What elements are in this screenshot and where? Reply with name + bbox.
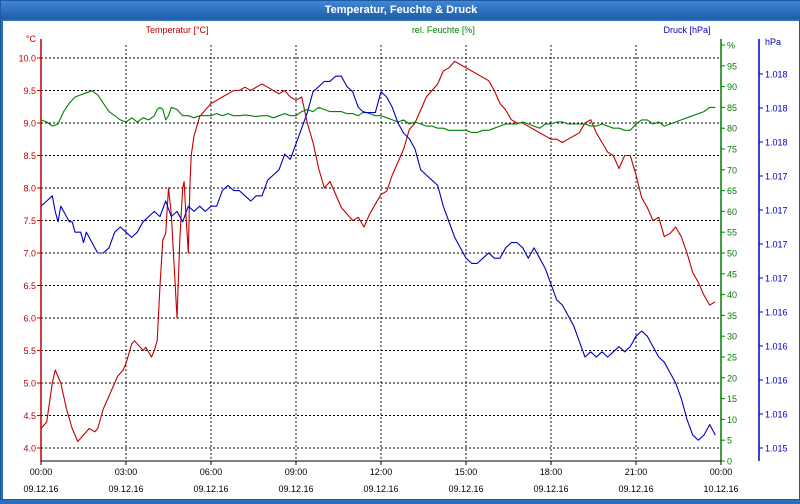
chart-area: 4.0 4.5 5.0 5.5 6.0 6.5 7.0 7.5 8.0 8.5 9.0 9.5 10.0…	[3, 21, 799, 499]
temperature-tick-label: 9.0	[23, 119, 36, 129]
humidity-tick-label: 90	[727, 82, 737, 92]
humidity-tick-label: 75	[727, 145, 737, 155]
temperature-unit-label: °C	[26, 34, 37, 44]
x-tick-time-label: 06:00	[200, 467, 223, 477]
x-tick-time-label: 00:00	[710, 467, 733, 477]
temperature-tick-label: 10.0	[18, 54, 36, 64]
temperature-tick-label: 4.5	[23, 411, 36, 421]
x-tick-date-label: 09.12.16	[278, 484, 313, 494]
temperature-tick-label: 6.5	[23, 281, 36, 291]
pressure-tick-label: 1.016	[765, 376, 788, 386]
temperature-tick-label: 8.0	[23, 184, 36, 194]
humidity-series-line	[40, 90, 716, 133]
temperature-tick-label: 5.5	[23, 346, 36, 356]
humidity-tick-label: 40	[727, 290, 737, 300]
x-tick-date-label: 10.12.16	[703, 484, 738, 494]
pressure-tick-label: 1.015	[765, 444, 788, 454]
temperature-tick-label: 5.0	[23, 379, 36, 389]
x-tick-date-label: 09.12.16	[618, 484, 653, 494]
chart-svg: 4.0 4.5 5.0 5.5 6.0 6.5 7.0 7.5 8.0 8.5 9.0 9.5 10.0…	[18, 25, 788, 494]
humidity-tick-label: 35	[727, 311, 737, 321]
humidity-tick-label: 55	[727, 228, 737, 238]
x-tick-time-label: 18:00	[540, 467, 563, 477]
x-tick-time-label: 03:00	[115, 467, 138, 477]
temperature-tick-label: 9.5	[23, 86, 36, 96]
temperature-series-label: Temperatur [°C]	[145, 25, 208, 35]
temperature-tick-label: 7.0	[23, 249, 36, 259]
temperature-tick-label: 8.5	[23, 151, 36, 161]
pressure-tick-label: 1.018	[765, 138, 788, 148]
humidity-tick-label: 85	[727, 103, 737, 113]
x-tick-time-label: 00:00	[30, 467, 53, 477]
humidity-tick-label: 65	[727, 186, 737, 196]
pressure-tick-label: 1.017	[765, 240, 788, 250]
humidity-series-label: rel. Feuchte [%]	[412, 25, 475, 35]
x-tick-date-label: 09.12.16	[23, 484, 58, 494]
x-tick-date-label: 09.12.16	[108, 484, 143, 494]
pressure-tick-label: 1.016	[765, 410, 788, 420]
humidity-tick-label: 50	[727, 249, 737, 259]
temperature-tick-label: 4.0	[23, 444, 36, 454]
pressure-tick-label: 1.016	[765, 308, 788, 318]
x-tick-time-label: 21:00	[625, 467, 648, 477]
humidity-tick-label: 45	[727, 269, 737, 279]
humidity-tick-label: 70	[727, 165, 737, 175]
humidity-tick-label: 10	[727, 415, 737, 425]
x-tick-time-label: 15:00	[455, 467, 478, 477]
x-tick-date-label: 09.12.16	[363, 484, 398, 494]
pressure-tick-label: 1.017	[765, 172, 788, 182]
humidity-tick-label: 95	[727, 61, 737, 71]
x-tick-date-label: 09.12.16	[448, 484, 483, 494]
humidity-tick-label: 0	[727, 457, 732, 467]
pressure-tick-label: 1.018	[765, 104, 788, 114]
pressure-tick-label: 1.017	[765, 274, 788, 284]
x-tick-date-label: 09.12.16	[533, 484, 568, 494]
pressure-unit-label: hPa	[765, 37, 781, 47]
humidity-tick-label: 25	[727, 353, 737, 363]
humidity-tick-label: 30	[727, 332, 737, 342]
pressure-series-line	[40, 75, 716, 441]
humidity-tick-label: 60	[727, 207, 737, 217]
window-title: Temperatur, Feuchte & Druck	[1, 1, 800, 19]
x-tick-date-label: 09.12.16	[193, 484, 228, 494]
temperature-series-line	[40, 60, 716, 443]
pressure-tick-label: 1.016	[765, 342, 788, 352]
temperature-tick-label: 6.0	[23, 314, 36, 324]
humidity-tick-label: 80	[727, 124, 737, 134]
humidity-tick-label: 5	[727, 436, 732, 446]
x-tick-time-label: 09:00	[285, 467, 308, 477]
x-tick-time-label: 12:00	[370, 467, 393, 477]
humidity-tick-label: %	[727, 41, 735, 51]
pressure-series-label: Druck [hPa]	[663, 25, 710, 35]
pressure-tick-label: 1.017	[765, 206, 788, 216]
pressure-tick-label: 1.018	[765, 70, 788, 80]
temperature-tick-label: 7.5	[23, 216, 36, 226]
humidity-tick-label: 15	[727, 394, 737, 404]
humidity-tick-label: 20	[727, 373, 737, 383]
